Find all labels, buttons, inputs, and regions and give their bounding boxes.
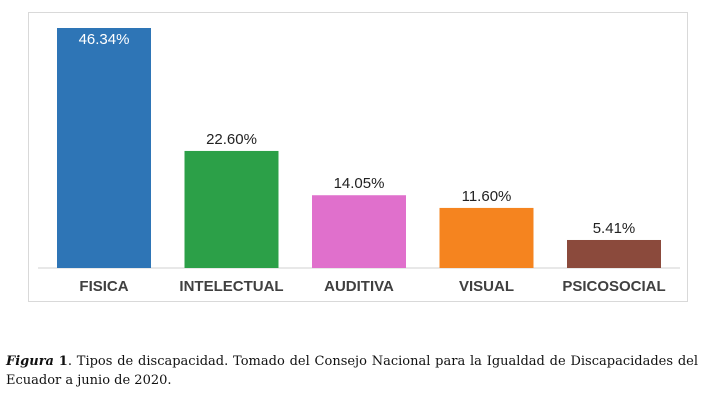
caption-number: 1 <box>58 354 68 369</box>
data-label-psicosocial: 5.41% <box>593 220 636 237</box>
data-label-fisica: 46.34% <box>79 31 130 48</box>
category-label-visual: VISUAL <box>459 278 514 295</box>
bar-chart: 46.34% FISICA 22.60% INTELECTUAL 14.05% AUDIT… <box>38 28 680 295</box>
bar-auditiva <box>312 195 406 268</box>
data-label-visual: 11.60% <box>462 188 512 205</box>
category-label-intelectual: INTELECTUAL <box>179 278 283 295</box>
bar-fisica <box>57 28 151 268</box>
caption-text: . Tipos de discapacidad. Tomado del Cons… <box>6 354 699 388</box>
category-label-psicosocial: PSICOSOCIAL <box>562 278 665 295</box>
bar-visual <box>439 207 534 268</box>
caption-label: Figura <box>6 354 54 369</box>
bar-psicosocial <box>567 239 661 268</box>
category-label-auditiva: AUDITIVA <box>324 278 394 295</box>
bar-intelectual <box>184 150 279 268</box>
category-label-fisica: FISICA <box>79 278 128 295</box>
data-label-intelectual: 22.60% <box>206 131 257 148</box>
data-label-auditiva: 14.05% <box>334 175 385 192</box>
figure-caption: Figura 1. Tipos de discapacidad. Tomado … <box>6 352 698 390</box>
